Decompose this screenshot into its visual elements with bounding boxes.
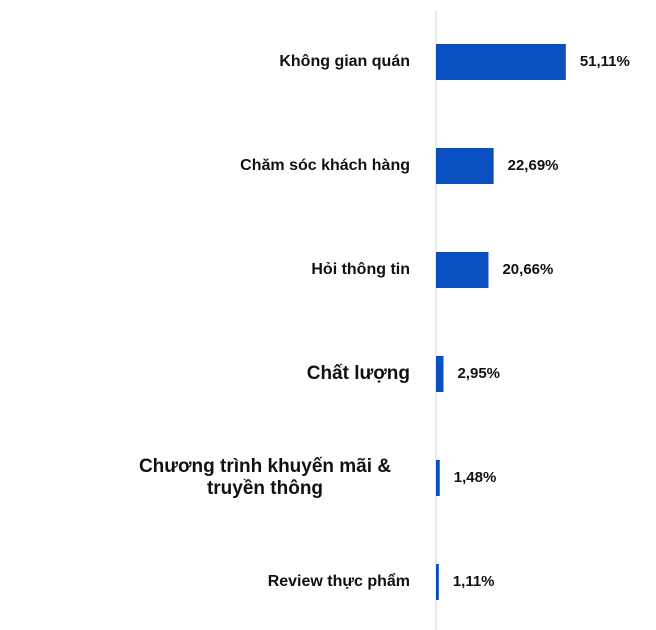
category-label: Hỏi thông tin: [311, 260, 410, 278]
bar: [436, 356, 444, 392]
category-label: Review thực phẩm: [267, 572, 410, 590]
bar: [436, 564, 439, 600]
value-label: 20,66%: [502, 261, 553, 278]
value-label: 1,48%: [454, 469, 497, 486]
category-label: Chương trình khuyến mãi & truyền thông: [138, 456, 392, 499]
bar: [436, 44, 566, 80]
category-label: Chăm sóc khách hàng: [240, 156, 410, 174]
value-label: 2,95%: [457, 365, 500, 382]
bar: [436, 148, 494, 184]
value-label: 1,11%: [453, 573, 495, 590]
value-label: 51,11%: [580, 53, 630, 70]
category-label: Chất lượng: [306, 363, 410, 385]
value-label: 22,69%: [508, 157, 559, 174]
category-label: Không gian quán: [279, 52, 410, 70]
bar: [436, 252, 489, 288]
bar: [436, 460, 440, 496]
